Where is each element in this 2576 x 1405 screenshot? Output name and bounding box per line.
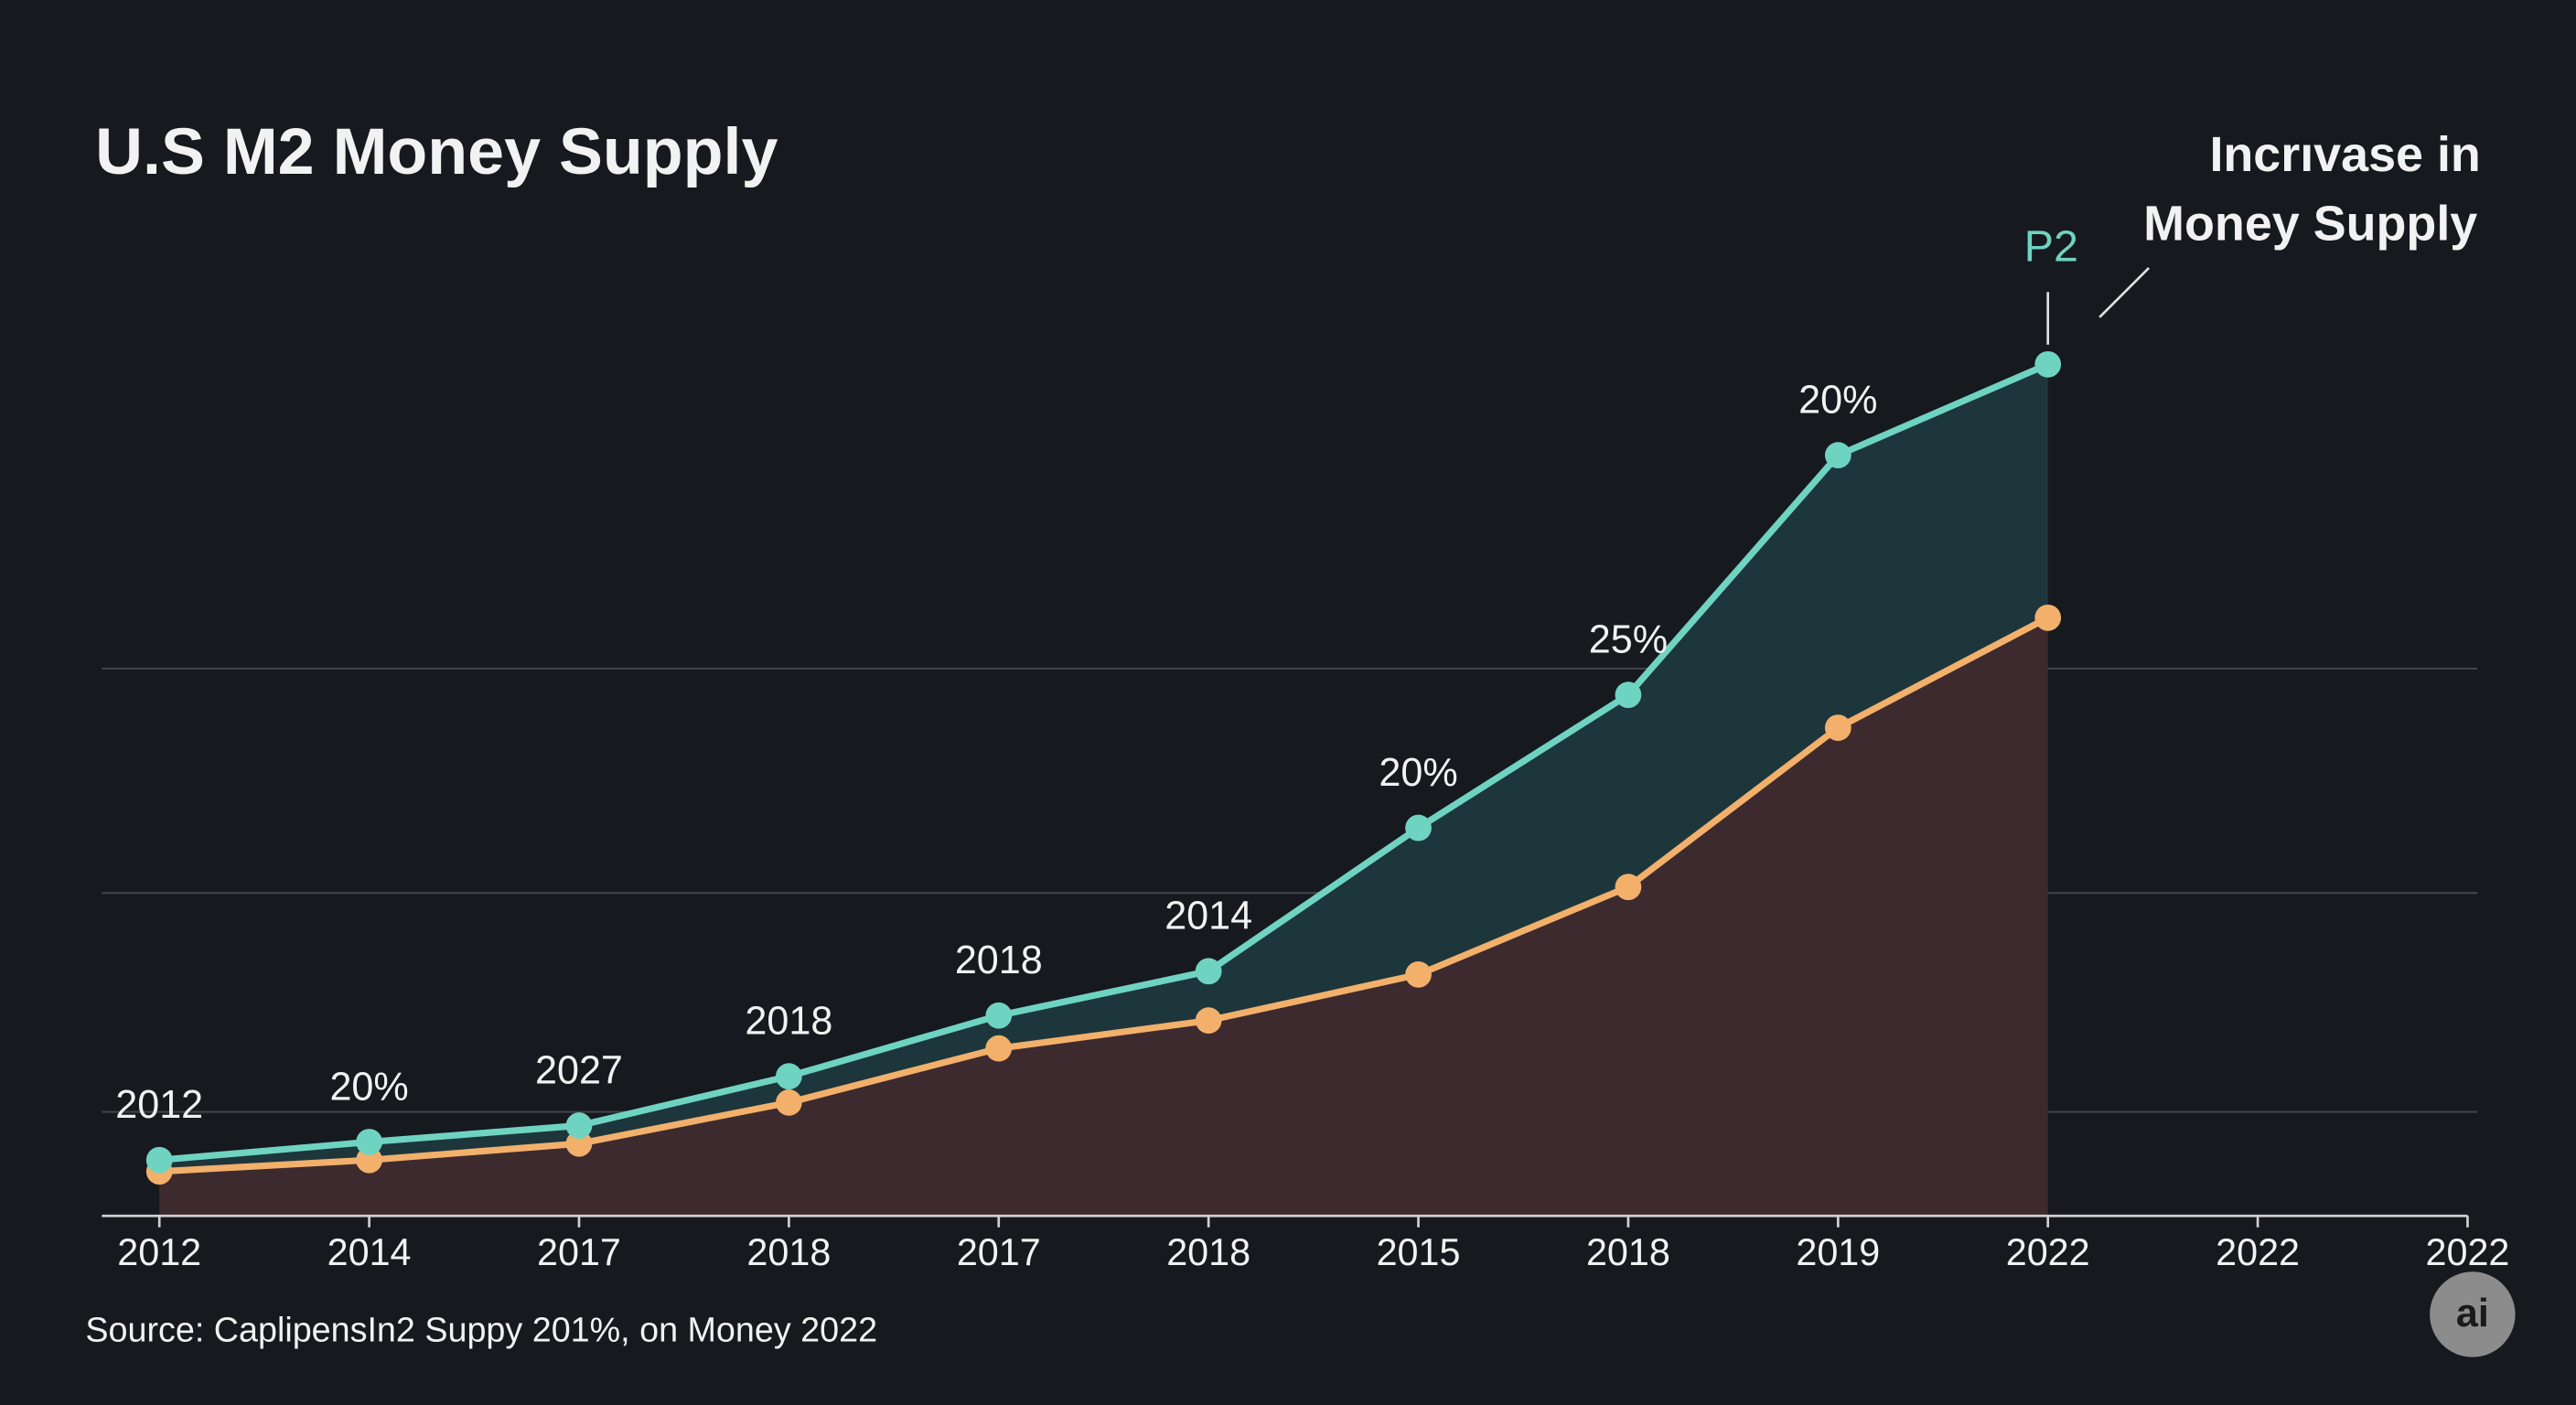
x-tick-label: 2018 bbox=[1166, 1231, 1250, 1273]
point bbox=[2034, 350, 2062, 378]
point-label: 2014 bbox=[1165, 895, 1252, 938]
point-label: 2012 bbox=[115, 1083, 203, 1127]
point bbox=[356, 1146, 382, 1174]
point-label: 20% bbox=[1798, 379, 1877, 423]
point bbox=[1405, 814, 1432, 842]
area bbox=[159, 364, 2048, 1172]
area bbox=[159, 617, 2048, 1217]
marker-label: P2 bbox=[2024, 221, 2078, 271]
x-tick-label: 2019 bbox=[1796, 1231, 1880, 1273]
annotation-line: Money Supply bbox=[2143, 196, 2477, 251]
x-tick-label: 2017 bbox=[537, 1231, 621, 1273]
point bbox=[1615, 874, 1642, 901]
point bbox=[1405, 961, 1432, 988]
x-tick-label: 2012 bbox=[117, 1231, 201, 1273]
badge bbox=[2430, 1271, 2516, 1357]
x-tick-label: 2014 bbox=[327, 1231, 412, 1273]
point bbox=[985, 1002, 1013, 1029]
chart-title: U.S M2 Money Supply bbox=[95, 115, 778, 188]
point-label: 2018 bbox=[745, 1000, 832, 1044]
point-label: 25% bbox=[1589, 618, 1668, 662]
point-label: 2027 bbox=[535, 1048, 623, 1092]
point bbox=[1195, 958, 1222, 985]
point bbox=[1824, 442, 1852, 469]
point bbox=[776, 1089, 802, 1116]
point bbox=[1615, 681, 1642, 709]
point-label: 20% bbox=[329, 1065, 408, 1109]
line bbox=[159, 615, 2050, 1175]
point bbox=[565, 1130, 593, 1157]
point-label: 20% bbox=[1379, 751, 1457, 795]
x-tick-label: 2022 bbox=[2006, 1231, 2090, 1273]
annotation-line: Incrıvase in bbox=[2209, 127, 2480, 182]
x-tick-label: 2022 bbox=[2426, 1231, 2510, 1273]
point bbox=[1195, 1007, 1222, 1035]
x-tick-label: 2018 bbox=[746, 1231, 831, 1273]
annotation-pointer bbox=[2098, 267, 2151, 318]
x-tick-label: 2018 bbox=[1586, 1231, 1670, 1273]
point bbox=[985, 1035, 1013, 1062]
point bbox=[145, 1146, 173, 1174]
point bbox=[776, 1063, 802, 1090]
point bbox=[2034, 604, 2062, 631]
point bbox=[565, 1112, 593, 1139]
point bbox=[356, 1129, 382, 1155]
badge-label: ai bbox=[2456, 1292, 2489, 1335]
source-note: Source: CaplipensIn2 Suppy 201%, on Mone… bbox=[85, 1311, 877, 1349]
x-tick-label: 2022 bbox=[2216, 1231, 2300, 1273]
x-tick-label: 2015 bbox=[1377, 1231, 1461, 1273]
point-label: 2018 bbox=[955, 938, 1043, 982]
point bbox=[1824, 714, 1852, 741]
x-tick-label: 2017 bbox=[957, 1231, 1041, 1273]
line bbox=[158, 361, 2050, 1164]
